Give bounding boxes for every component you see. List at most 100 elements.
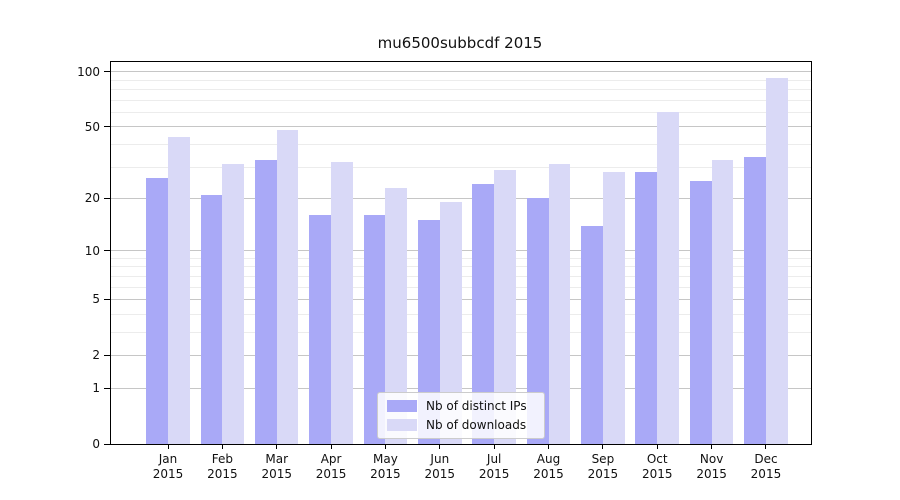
bar-dec-ips (744, 157, 766, 444)
legend-swatch-downloads (387, 419, 417, 431)
x-tick-mark (384, 444, 386, 449)
bar-mar-ips (254, 159, 277, 444)
y-tick-mark (104, 387, 110, 389)
bar-jul-downloads (494, 169, 516, 444)
x-tick-label: Dec 2015 (738, 452, 794, 482)
x-tick-month: Nov (699, 452, 724, 466)
y-tick-mark (104, 298, 110, 300)
x-tick-label: Jul 2015 (466, 452, 522, 482)
x-tick-year: 2015 (750, 467, 782, 481)
x-tick-mark (439, 444, 441, 449)
minor-gridline (111, 99, 811, 101)
legend-swatch-distinct-ips (387, 400, 417, 412)
x-tick-year: 2015 (261, 467, 292, 481)
y-tick-mark (104, 443, 110, 445)
x-tick-year: 2015 (424, 467, 456, 481)
x-tick-year: 2015 (533, 467, 564, 481)
bar-jun-ips (418, 220, 440, 444)
x-tick-month: Jan (158, 452, 178, 466)
legend-item: Nb of distinct IPs (387, 399, 535, 413)
bar-may-ips (363, 215, 386, 444)
x-tick-month: Feb (211, 452, 233, 466)
y-tick-mark (104, 354, 110, 356)
x-tick-mark (765, 444, 767, 449)
major-gridline (111, 197, 811, 199)
chart-title: mu6500subbcdf 2015 (377, 34, 543, 52)
x-tick-month: Aug (536, 452, 561, 466)
y-tick-mark (104, 197, 110, 199)
legend-label-downloads: Nb of downloads (426, 418, 527, 432)
bar-oct-ips (635, 172, 658, 444)
y-tick-label: 1 (92, 381, 100, 396)
x-tick-mark (221, 444, 223, 449)
x-tick-year: 2015 (370, 467, 401, 481)
bar-apr-downloads (331, 161, 353, 444)
x-tick-year: 2015 (696, 467, 727, 481)
x-tick-month: Dec (754, 452, 778, 466)
y-tick-mark (104, 250, 110, 252)
x-tick-label: Oct 2015 (629, 452, 685, 482)
y-tick-label: 20 (84, 191, 100, 206)
y-tick-label: 10 (84, 243, 100, 258)
bar-dec-downloads (765, 77, 788, 444)
bar-may-downloads (385, 187, 408, 444)
x-tick-label: Apr 2015 (303, 452, 359, 482)
x-tick-year: 2015 (478, 467, 510, 481)
x-tick-mark (602, 444, 604, 449)
x-tick-year: 2015 (152, 467, 184, 481)
bar-jan-downloads (168, 136, 190, 444)
minor-gridline (111, 143, 811, 145)
bar-nov-downloads (711, 159, 734, 444)
bar-apr-ips (309, 215, 332, 444)
x-tick-label: Feb 2015 (194, 452, 250, 482)
y-tick-mark (104, 126, 110, 128)
x-tick-mark (711, 444, 713, 449)
x-tick-label: Mar 2015 (249, 452, 305, 482)
bar-sep-downloads (602, 172, 625, 444)
bar-aug-downloads (548, 164, 571, 444)
x-tick-month: Sep (591, 452, 615, 466)
x-tick-label: Sep 2015 (575, 452, 631, 482)
plot-area: Nb of distinct IPs Nb of downloads 0 1 2 5 1… (77, 61, 812, 481)
y-tick-label: 50 (84, 119, 100, 134)
minor-gridline (111, 111, 811, 113)
x-tick-month: Apr (320, 452, 342, 466)
x-tick-year: 2015 (641, 467, 673, 481)
y-tick-label: 0 (92, 437, 100, 451)
x-tick-year: 2015 (587, 467, 619, 481)
x-tick-mark (276, 444, 278, 449)
x-tick-label: Aug 2015 (521, 452, 577, 482)
x-tick-month: Mar (265, 452, 289, 466)
bar-sep-ips (581, 225, 603, 444)
legend-item: Nb of downloads (387, 418, 535, 432)
y-tick-label: 5 (92, 292, 100, 307)
major-gridline (111, 71, 811, 73)
x-tick-label: Nov 2015 (684, 452, 740, 482)
bar-nov-ips (689, 181, 712, 444)
bar-jan-ips (146, 178, 168, 444)
bar-jun-downloads (439, 202, 462, 444)
x-tick-mark (548, 444, 550, 449)
bar-mar-downloads (276, 130, 299, 444)
minor-gridline (111, 79, 811, 81)
legend: Nb of distinct IPs Nb of downloads (377, 392, 545, 439)
x-tick-month: Oct (646, 452, 668, 466)
x-tick-month: May (373, 452, 398, 466)
x-tick-year: 2015 (207, 467, 238, 481)
minor-gridline (111, 89, 811, 91)
x-tick-month: Jun (430, 452, 450, 466)
x-tick-mark (167, 444, 169, 449)
bar-oct-downloads (657, 112, 679, 444)
x-tick-mark (493, 444, 495, 449)
y-tick-mark (104, 71, 110, 73)
x-tick-label: Jun 2015 (412, 452, 468, 482)
legend-label-distinct-ips: Nb of distinct IPs (426, 399, 527, 413)
bar-aug-ips (526, 198, 549, 444)
x-tick-month: Jul (486, 452, 502, 466)
y-tick-label: 100 (77, 64, 100, 79)
x-tick-mark (656, 444, 658, 449)
x-tick-mark (330, 444, 332, 449)
x-tick-label: May 2015 (357, 452, 413, 482)
bar-jul-ips (472, 184, 495, 444)
